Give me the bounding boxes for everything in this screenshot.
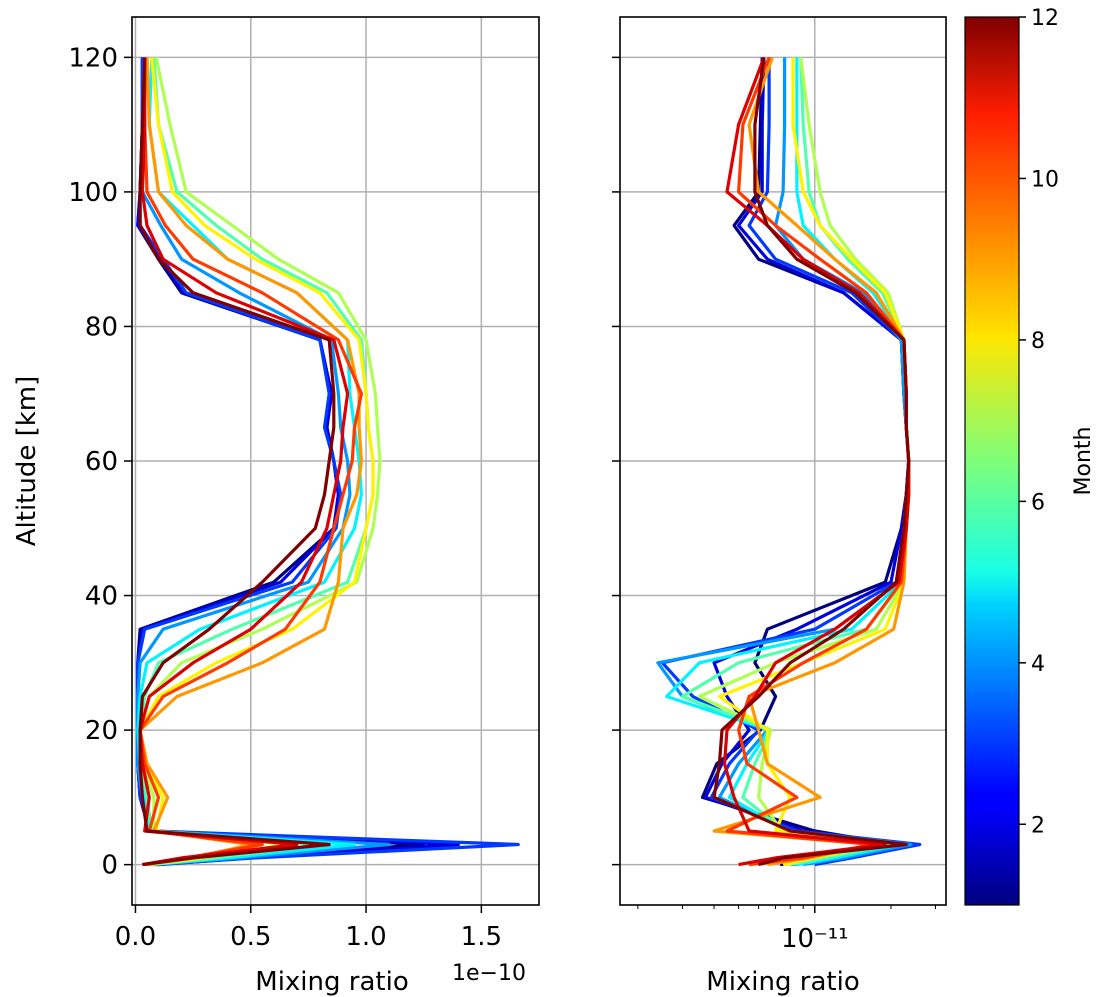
- left-ytick-label: 0: [101, 851, 118, 881]
- colorbar-tick-label: 4: [1031, 652, 1045, 677]
- left-series-month-12: [138, 57, 336, 867]
- colorbar-ticks: 2 4 6 8 10 12: [1019, 6, 1059, 838]
- left-xtick-label: 1.5: [461, 922, 502, 952]
- left-xtick-label: 0.0: [115, 922, 156, 952]
- colorbar-tick-label: 12: [1031, 6, 1059, 31]
- colorbar-gradient: [964, 16, 1020, 906]
- left-xticks: 0.0 0.5 1.0 1.5: [115, 905, 502, 952]
- left-series-month-11: [138, 57, 350, 867]
- right-series-month-12: [712, 57, 911, 867]
- left-panel: 0 20 40 60 80 100 120 0.0 0.5 1.0 1.5 Mixing rati…: [68, 16, 540, 997]
- left-xtick-label: 1.0: [345, 922, 386, 952]
- left-ytick-label: 20: [85, 716, 118, 746]
- left-x-offset-text: 1e−10: [452, 961, 526, 986]
- left-ytick-label: 80: [85, 312, 118, 342]
- right-x-axis-label: Mixing ratio: [706, 967, 859, 997]
- colorbar-tick-label: 10: [1031, 167, 1059, 192]
- left-yticks: 0 20 40 60 80 100 120: [68, 43, 132, 881]
- right-panel: 10⁻¹¹ Mixing ratio: [612, 16, 947, 997]
- colorbar-tick-label: 8: [1031, 329, 1045, 354]
- left-ytick-label: 60: [85, 447, 118, 477]
- left-series-month-10: [138, 57, 363, 867]
- y-axis-label: Altitude [km]: [12, 376, 42, 547]
- colorbar-tick-label: 6: [1031, 490, 1045, 515]
- colorbar-label: Month: [1071, 427, 1096, 496]
- left-lines: [136, 57, 520, 867]
- right-lines: [656, 56, 922, 867]
- left-ytick-label: 100: [68, 178, 118, 208]
- left-x-axis-label: Mixing ratio: [255, 967, 408, 997]
- left-ytick-label: 120: [68, 43, 118, 73]
- left-series-month-8: [138, 57, 375, 867]
- right-xtick-label: 10⁻¹¹: [781, 924, 849, 954]
- left-ytick-label: 40: [85, 582, 118, 612]
- colorbar-tick-label: 2: [1031, 813, 1045, 838]
- left-series-month-9: [138, 57, 363, 867]
- left-grid: [132, 17, 539, 905]
- right-xticks: 10⁻¹¹: [637, 905, 937, 954]
- colorbar: 2 4 6 8 10 12 Month: [964, 6, 1096, 906]
- left-xtick-label: 0.5: [230, 922, 271, 952]
- right-yticks: [612, 56, 620, 866]
